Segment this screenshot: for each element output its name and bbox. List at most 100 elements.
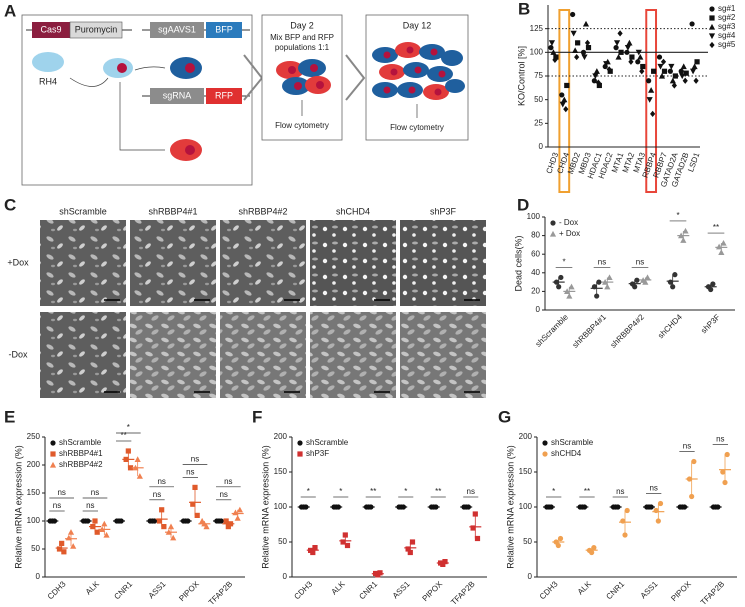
data-point xyxy=(640,63,646,70)
data-point xyxy=(553,54,559,60)
step-box xyxy=(261,14,343,141)
legend-marker xyxy=(297,440,303,446)
cell-label: RH4 xyxy=(39,76,57,86)
significance-label: * xyxy=(552,487,555,496)
y-tick-label: 0 xyxy=(528,572,533,581)
legend-label: sg#3 xyxy=(718,22,736,31)
legend-label: shScramble xyxy=(59,438,102,447)
column-label: shScramble xyxy=(59,206,107,216)
panel-label: F xyxy=(252,407,262,426)
x-tick-label: CDH3 xyxy=(292,579,314,601)
data-point xyxy=(693,77,699,84)
data-point xyxy=(136,473,143,479)
x-tick-label: shScramble xyxy=(534,312,571,349)
data-point xyxy=(561,96,568,103)
significance-label: ** xyxy=(121,431,127,440)
data-point xyxy=(101,520,108,527)
x-tick-label: ASS1 xyxy=(391,579,412,600)
x-tick-label: TFAP2B xyxy=(207,580,234,607)
legend-label: sg#5 xyxy=(718,40,736,49)
significance-label: ns xyxy=(616,487,624,496)
data-point xyxy=(103,531,110,538)
y-tick-label: 100 xyxy=(527,212,541,221)
data-point xyxy=(596,279,602,285)
x-tick-label: PIPOX xyxy=(177,579,201,603)
data-point xyxy=(377,570,383,576)
legend-label: sg#1 xyxy=(718,4,736,13)
data-point xyxy=(575,40,581,46)
chevron xyxy=(243,54,264,101)
construct-label: Puromycin xyxy=(75,24,118,34)
data-point xyxy=(691,458,697,465)
significance-label: ns xyxy=(467,487,475,496)
significance-label: ns xyxy=(716,435,724,444)
y-tick-label: 0 xyxy=(283,572,288,581)
y-tick-label: 150 xyxy=(519,467,533,476)
data-point xyxy=(668,63,675,70)
y-tick-label: 50 xyxy=(31,544,40,553)
x-tick-label: ALK xyxy=(84,579,102,597)
data-point xyxy=(564,82,570,89)
significance-label: ns xyxy=(91,488,99,497)
data-point xyxy=(223,518,229,524)
significance-label: ns xyxy=(186,468,194,477)
x-tick-label: shRBBP4#1 xyxy=(571,312,609,350)
data-point xyxy=(442,559,448,565)
data-point xyxy=(710,281,716,287)
data-point xyxy=(581,54,588,61)
data-point xyxy=(694,59,700,65)
micrograph xyxy=(220,220,306,306)
data-point xyxy=(134,456,141,462)
data-point xyxy=(156,518,163,524)
data-point xyxy=(648,87,655,93)
data-point xyxy=(682,227,689,234)
data-point xyxy=(585,45,592,51)
panel-label: G xyxy=(498,407,511,426)
data-point xyxy=(548,40,556,46)
data-point xyxy=(606,274,613,281)
legend-marker xyxy=(50,451,56,457)
x-tick-label: TFAP2B xyxy=(449,580,476,607)
data-point xyxy=(591,78,597,84)
data-point xyxy=(582,20,590,27)
nucleus xyxy=(185,63,195,73)
y-axis-label: Dead cells(%) xyxy=(513,235,523,291)
data-point xyxy=(409,539,416,545)
legend-label: shCHD4 xyxy=(551,449,582,458)
legend-label: shP3F xyxy=(306,449,329,458)
data-point xyxy=(628,58,634,65)
data-point xyxy=(624,45,632,51)
data-point xyxy=(595,79,601,86)
data-point xyxy=(646,78,652,84)
nucleus xyxy=(117,63,127,73)
significance-label: ns xyxy=(191,455,199,464)
significance-label: ns xyxy=(157,477,165,486)
construct-box xyxy=(150,22,204,38)
significance-label: ns xyxy=(683,442,691,451)
data-point xyxy=(629,54,635,60)
data-point xyxy=(127,465,134,471)
data-point xyxy=(552,56,558,64)
y-tick-label: 150 xyxy=(27,488,41,497)
panel-label: B xyxy=(518,0,530,18)
chevron xyxy=(345,54,366,101)
data-point xyxy=(657,500,664,507)
step-text: Flow cytometry xyxy=(390,123,444,132)
data-point xyxy=(646,97,653,103)
y-tick-label: 200 xyxy=(27,460,41,469)
data-point xyxy=(615,53,622,60)
arrow xyxy=(69,77,109,87)
data-point xyxy=(669,77,676,84)
legend-marker xyxy=(49,461,57,468)
significance-label: ns xyxy=(636,258,644,267)
data-point xyxy=(584,39,591,46)
legend-marker xyxy=(550,220,556,226)
significance-label: ns xyxy=(86,501,94,510)
frame xyxy=(21,14,253,186)
data-point xyxy=(720,239,727,246)
significance-label: * xyxy=(339,487,342,496)
micrograph-grid: shScramble shRBBP4#1 shRBBP4#2 shCHD4 shP3F +… xyxy=(7,206,486,398)
data-point xyxy=(689,21,695,27)
micrograph xyxy=(400,312,486,398)
data-point xyxy=(592,73,599,80)
